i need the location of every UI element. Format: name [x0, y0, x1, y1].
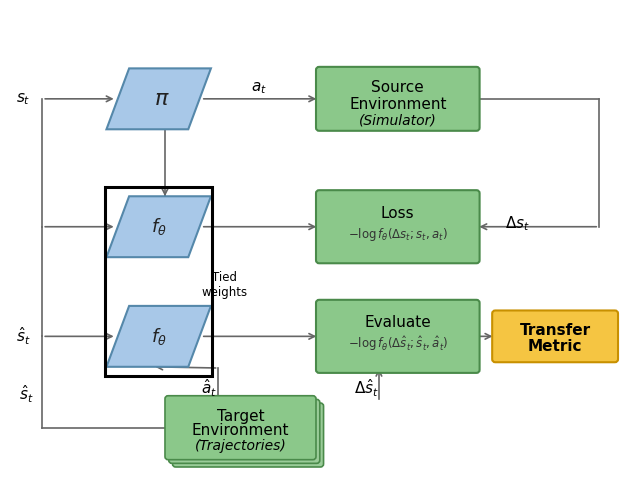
FancyBboxPatch shape — [316, 67, 480, 131]
Text: Tied
weights: Tied weights — [202, 270, 248, 298]
Text: $-\log f_\theta(\Delta \hat{s}_t; \hat{s}_t, \hat{a}_t)$: $-\log f_\theta(\Delta \hat{s}_t; \hat{s… — [348, 334, 448, 353]
Text: Target: Target — [217, 409, 264, 424]
Text: $\pi$: $\pi$ — [154, 89, 169, 109]
Text: $\hat{s}_t$: $\hat{s}_t$ — [19, 383, 34, 405]
Text: Evaluate: Evaluate — [365, 316, 431, 330]
Text: $\Delta s_t$: $\Delta s_t$ — [505, 214, 530, 233]
Text: $a_t$: $a_t$ — [252, 80, 267, 96]
Text: $\hat{s}_t$: $\hat{s}_t$ — [16, 325, 31, 347]
Text: Source: Source — [372, 80, 424, 96]
Text: Metric: Metric — [528, 339, 582, 354]
FancyBboxPatch shape — [316, 190, 480, 263]
Text: $s_t$: $s_t$ — [16, 91, 30, 107]
Text: $-\log f_\theta(\Delta s_t; s_t, a_t)$: $-\log f_\theta(\Delta s_t; s_t, a_t)$ — [348, 225, 447, 243]
Text: $f_\theta$: $f_\theta$ — [151, 216, 167, 237]
FancyBboxPatch shape — [165, 396, 316, 460]
FancyBboxPatch shape — [492, 311, 618, 362]
FancyBboxPatch shape — [173, 403, 324, 467]
Text: $\hat{a}_t$: $\hat{a}_t$ — [201, 377, 217, 399]
Text: $f_\theta$: $f_\theta$ — [151, 326, 167, 347]
Polygon shape — [106, 196, 211, 257]
Text: (Trajectories): (Trajectories) — [195, 439, 286, 453]
Text: Environment: Environment — [349, 98, 447, 112]
FancyBboxPatch shape — [316, 300, 480, 373]
Text: (Simulator): (Simulator) — [359, 114, 437, 128]
Polygon shape — [106, 306, 211, 367]
Text: Transfer: Transfer — [520, 323, 591, 338]
Text: Loss: Loss — [381, 206, 415, 221]
Text: $\Delta\hat{s}_t$: $\Delta\hat{s}_t$ — [354, 377, 379, 399]
Text: Environment: Environment — [191, 423, 289, 438]
FancyBboxPatch shape — [169, 399, 320, 464]
Polygon shape — [106, 69, 211, 129]
